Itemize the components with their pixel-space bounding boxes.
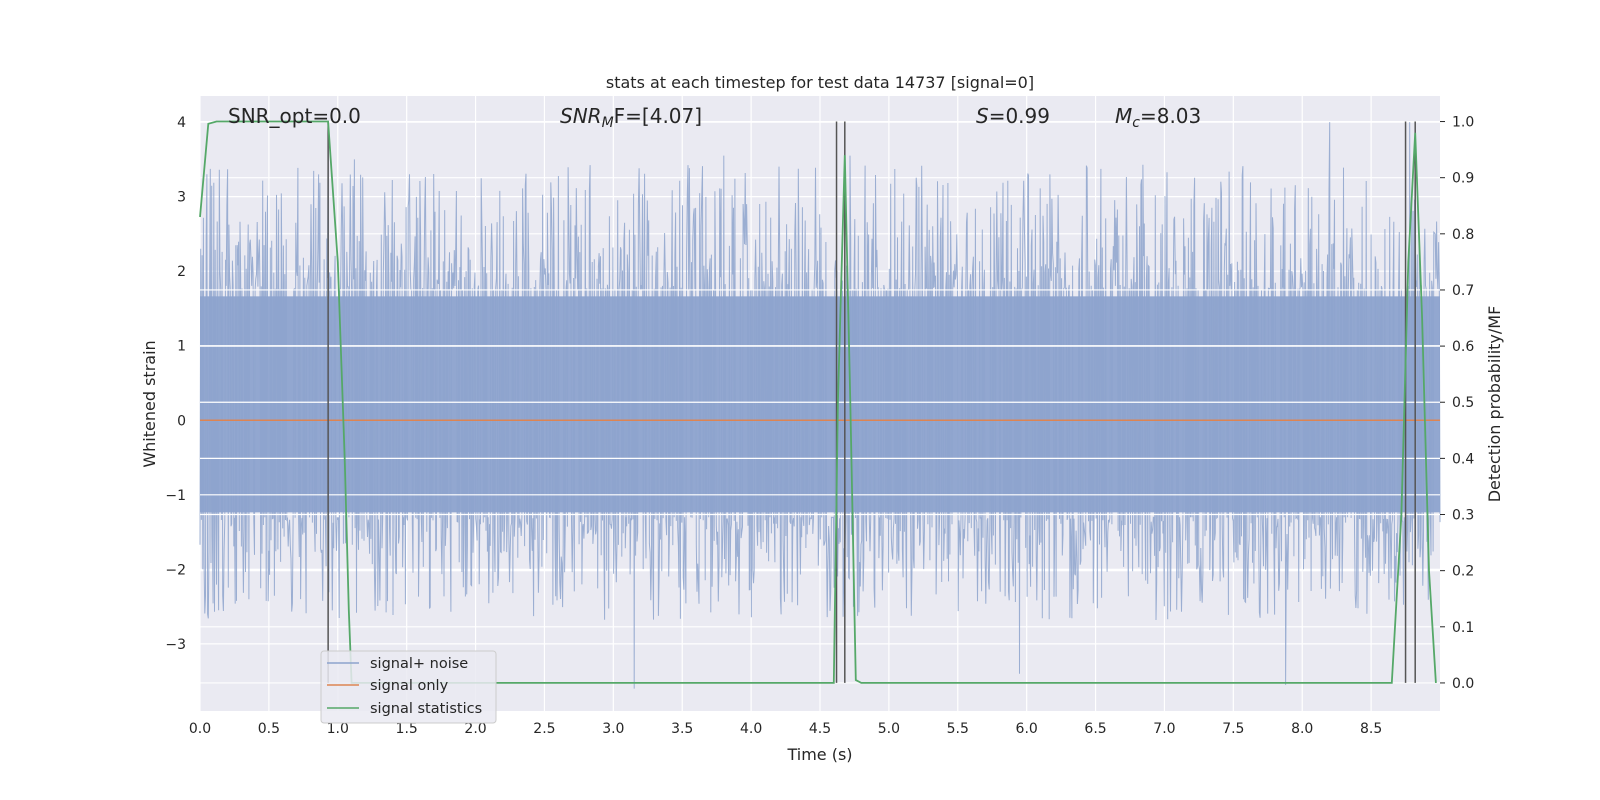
y-right-tick-label: 0.7 bbox=[1452, 283, 1474, 299]
s-annotation: S=0.99 bbox=[976, 104, 1050, 128]
signal-noise-series bbox=[199, 122, 1441, 689]
x-tick-label: 5.0 bbox=[878, 721, 900, 737]
legend-label-signal: signal only bbox=[370, 678, 449, 694]
legend-label-noise: signal+ noise bbox=[370, 656, 468, 672]
y-left-tick-label: −3 bbox=[165, 637, 186, 653]
x-tick-label: 0.5 bbox=[258, 721, 280, 737]
x-tick-label: 1.0 bbox=[327, 721, 349, 737]
x-tick-label: 3.5 bbox=[671, 721, 693, 737]
snr-mf-sub: M bbox=[602, 115, 614, 131]
vertical-markers bbox=[327, 121, 1416, 683]
x-tick-label: 7.5 bbox=[1222, 721, 1244, 737]
snr-mf-prefix: SNR bbox=[560, 104, 602, 128]
snr-mf-suffix-text: F=[4.07] bbox=[614, 104, 702, 128]
x-tick-label: 1.5 bbox=[396, 721, 418, 737]
y-axis-right-ticks: 1.0 0.9 0.8 0.7 0.6 0.5 0.4 0.3 0.2 0.1 0.0 bbox=[1440, 115, 1474, 692]
y-left-tick-label: −1 bbox=[165, 488, 186, 504]
x-tick-label: 3.0 bbox=[602, 721, 624, 737]
snr-mf-suffix: F=[4.07] bbox=[614, 104, 702, 128]
mc-annotation: Mc=8.03 bbox=[1115, 104, 1201, 131]
y-left-tick-label: −2 bbox=[165, 562, 186, 578]
y-axis-left-label: Whitened strain bbox=[140, 340, 159, 467]
chart-title: stats at each timestep for test data 147… bbox=[606, 73, 1034, 92]
signal-statistics-series bbox=[199, 120, 1437, 684]
y-left-tick-label: 3 bbox=[177, 190, 186, 206]
signal-noise-core-band bbox=[200, 296, 1440, 513]
x-tick-label: 5.5 bbox=[947, 721, 969, 737]
y-right-tick-label: 0.8 bbox=[1452, 227, 1474, 243]
legend-label-stats: signal statistics bbox=[370, 701, 482, 717]
snr-opt-annotation: SNR_opt=0.0 bbox=[228, 104, 361, 128]
y-right-tick-label: 0.1 bbox=[1452, 620, 1474, 636]
x-tick-label: 2.0 bbox=[464, 721, 486, 737]
x-axis-label: Time (s) bbox=[786, 745, 852, 764]
y-right-tick-label: 0.6 bbox=[1452, 339, 1474, 355]
y-right-tick-label: 0.9 bbox=[1452, 171, 1474, 187]
signal-statistics-line bbox=[199, 120, 1437, 684]
x-tick-label: 8.5 bbox=[1360, 721, 1382, 737]
s-label: S bbox=[976, 104, 989, 128]
x-tick-label: 2.5 bbox=[533, 721, 555, 737]
x-tick-label: 6.0 bbox=[1016, 721, 1038, 737]
y-left-tick-label: 2 bbox=[177, 264, 186, 280]
y-left-tick-label: 0 bbox=[177, 413, 186, 429]
legend-box bbox=[320, 650, 497, 724]
x-tick-label: 7.0 bbox=[1153, 721, 1175, 737]
x-tick-label: 4.0 bbox=[740, 721, 762, 737]
x-tick-label: 8.0 bbox=[1291, 721, 1313, 737]
y-right-tick-label: 0.2 bbox=[1452, 564, 1474, 580]
snr-mf-annotation: SNRMF=[4.07] bbox=[560, 104, 702, 131]
x-axis-ticks: 0.0 0.5 1.0 1.5 2.0 2.5 3.0 3.5 4.0 4.5 5.0 5.5 6.0 6… bbox=[189, 721, 1382, 737]
y-right-tick-label: 0.0 bbox=[1452, 676, 1474, 692]
y-left-tick-label: 4 bbox=[177, 115, 186, 131]
mc-value: =8.03 bbox=[1140, 104, 1201, 128]
s-value: =0.99 bbox=[989, 104, 1050, 128]
mc-sub: c bbox=[1132, 115, 1140, 131]
y-right-tick-label: 0.5 bbox=[1452, 395, 1474, 411]
y-right-tick-label: 0.4 bbox=[1452, 451, 1474, 467]
legend: signal+ noise signal only signal statist… bbox=[320, 650, 497, 724]
y-right-tick-label: 0.3 bbox=[1452, 508, 1474, 524]
y-right-tick-label: 1.0 bbox=[1452, 115, 1474, 131]
y-axis-left-ticks: 4 3 2 1 0 −1 −2 −3 bbox=[165, 115, 186, 653]
x-tick-label: 0.0 bbox=[189, 721, 211, 737]
x-tick-label: 6.5 bbox=[1084, 721, 1106, 737]
y-axis-right-label: Detection probability/MF bbox=[1485, 306, 1504, 503]
y-left-tick-label: 1 bbox=[177, 339, 186, 355]
x-tick-label: 4.5 bbox=[809, 721, 831, 737]
mc-label: M bbox=[1115, 104, 1132, 128]
